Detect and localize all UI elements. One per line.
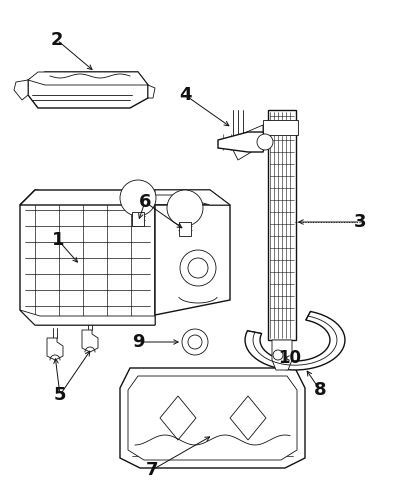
Polygon shape: [20, 310, 155, 325]
Polygon shape: [28, 72, 148, 108]
Polygon shape: [128, 376, 297, 460]
Text: 6: 6: [139, 193, 151, 211]
Text: 10: 10: [278, 349, 301, 367]
Text: 1: 1: [52, 231, 64, 249]
Text: 5: 5: [54, 386, 66, 404]
Polygon shape: [160, 396, 196, 440]
Text: 2: 2: [51, 31, 63, 49]
Circle shape: [180, 250, 216, 286]
Text: 4: 4: [179, 86, 191, 104]
Polygon shape: [148, 85, 155, 98]
Polygon shape: [120, 368, 305, 468]
Polygon shape: [20, 190, 230, 205]
Circle shape: [182, 329, 208, 355]
Circle shape: [188, 335, 202, 349]
Polygon shape: [20, 190, 155, 325]
Circle shape: [273, 350, 283, 360]
Text: 8: 8: [314, 381, 326, 399]
Circle shape: [167, 190, 203, 226]
Polygon shape: [228, 125, 263, 160]
Circle shape: [188, 258, 208, 278]
Polygon shape: [218, 132, 266, 152]
Polygon shape: [272, 340, 292, 370]
Polygon shape: [179, 222, 191, 236]
Polygon shape: [47, 338, 63, 360]
Polygon shape: [132, 212, 144, 226]
Polygon shape: [155, 190, 230, 205]
Circle shape: [120, 180, 156, 216]
Polygon shape: [263, 120, 298, 135]
Circle shape: [257, 134, 273, 150]
Text: 3: 3: [354, 213, 366, 231]
Polygon shape: [155, 205, 230, 315]
Text: 9: 9: [132, 333, 144, 351]
Polygon shape: [245, 311, 345, 370]
Polygon shape: [230, 396, 266, 440]
Polygon shape: [28, 72, 148, 85]
Polygon shape: [14, 80, 28, 100]
Polygon shape: [268, 110, 296, 340]
Text: 7: 7: [146, 461, 158, 479]
Polygon shape: [82, 330, 98, 352]
